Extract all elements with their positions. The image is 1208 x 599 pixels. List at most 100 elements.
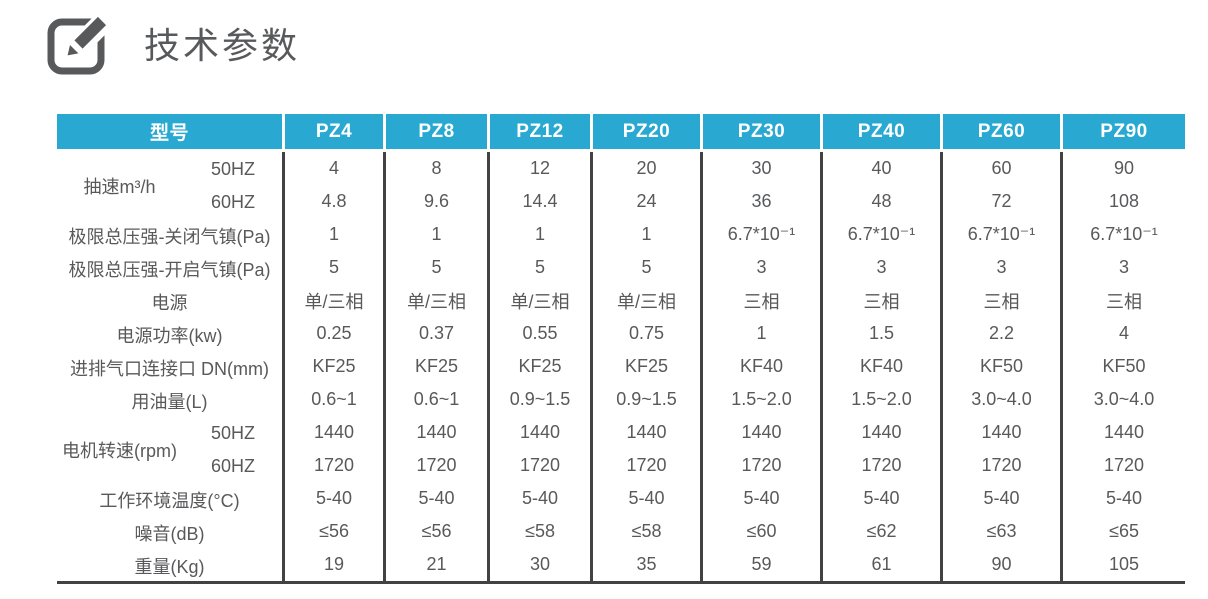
table-row: 噪音(dB) ≤56 ≤56 ≤58 ≤58 ≤60 ≤62 ≤63 ≤65 (57, 515, 1186, 548)
value-cell: 三相 (820, 284, 941, 317)
value-cell: 4.8 (282, 185, 384, 218)
value-cell: 三相 (940, 284, 1061, 317)
value-cell: ≤56 (383, 515, 488, 548)
value-cell: 6.7*10⁻¹ (1060, 218, 1186, 251)
value-cell: 1440 (487, 416, 591, 449)
row-label: 极限总压强-开启气镇(Pa) (57, 251, 283, 284)
spec-table: 型号 PZ4 PZ8 PZ12 PZ20 PZ30 PZ40 PZ60 PZ90 抽速m³/h 5… (57, 114, 1186, 584)
value-cell: 0.25 (282, 317, 384, 350)
value-cell: 12 (487, 152, 591, 185)
value-cell: 3 (940, 251, 1061, 284)
value-cell: 108 (1060, 185, 1186, 218)
value-cell: 三相 (1060, 284, 1186, 317)
value-cell: 1440 (820, 416, 941, 449)
row-label: 噪音(dB) (57, 515, 283, 548)
model-header: PZ40 (820, 114, 941, 152)
value-cell: 3.0~4.0 (1060, 383, 1186, 416)
freq-sublabel: 60HZ (182, 185, 283, 218)
value-cell: 3 (820, 251, 941, 284)
value-cell: 90 (940, 548, 1061, 581)
value-cell: 5-40 (700, 482, 821, 515)
value-cell: 5-40 (820, 482, 941, 515)
value-cell: 1440 (383, 416, 488, 449)
value-cell: KF50 (1060, 350, 1186, 383)
value-cell: 1720 (383, 449, 488, 482)
value-cell: KF25 (282, 350, 384, 383)
value-cell: 8 (383, 152, 488, 185)
value-cell: 6.7*10⁻¹ (700, 218, 821, 251)
row-label: 电机转速(rpm) (57, 416, 182, 482)
spec-table-body: 抽速m³/h 50HZ 4 8 12 20 30 40 60 90 60HZ 4.8 9.6 14.4 24… (57, 152, 1186, 581)
value-cell: 105 (1060, 548, 1186, 581)
value-cell: 30 (700, 152, 821, 185)
value-cell: 1 (383, 218, 488, 251)
table-row: 极限总压强-关闭气镇(Pa) 1 1 1 1 6.7*10⁻¹ 6.7*10⁻¹ 6.7*10… (57, 218, 1186, 251)
value-cell: 5 (282, 251, 384, 284)
value-cell: 21 (383, 548, 488, 581)
value-cell: 1720 (700, 449, 821, 482)
value-cell: KF25 (590, 350, 701, 383)
value-cell: 1440 (1060, 416, 1186, 449)
value-cell: 0.9~1.5 (590, 383, 701, 416)
table-header-row: 型号 PZ4 PZ8 PZ12 PZ20 PZ30 PZ40 PZ60 PZ90 (57, 114, 1186, 152)
value-cell: 1 (487, 218, 591, 251)
table-row: 电源功率(kw) 0.25 0.37 0.55 0.75 1 1.5 2.2 4 (57, 317, 1186, 350)
value-cell: 5 (590, 251, 701, 284)
value-cell: 1440 (282, 416, 384, 449)
table-row: 60HZ 4.8 9.6 14.4 24 36 48 72 108 (57, 185, 1186, 218)
freq-sublabel: 50HZ (182, 152, 283, 185)
value-cell: ≤56 (282, 515, 384, 548)
value-cell: 1440 (700, 416, 821, 449)
model-header: PZ12 (487, 114, 591, 152)
table-row: 用油量(L) 0.6~1 0.6~1 0.9~1.5 0.9~1.5 1.5~2.0 1.5… (57, 383, 1186, 416)
value-cell: 6.7*10⁻¹ (940, 218, 1061, 251)
value-cell: 5-40 (282, 482, 384, 515)
value-cell: 1440 (590, 416, 701, 449)
model-header: PZ20 (590, 114, 701, 152)
value-cell: 9.6 (383, 185, 488, 218)
value-cell: 60 (940, 152, 1061, 185)
value-cell: ≤62 (820, 515, 941, 548)
value-cell: KF25 (487, 350, 591, 383)
value-cell: 59 (700, 548, 821, 581)
value-cell: 5-40 (940, 482, 1061, 515)
value-cell: 1720 (940, 449, 1061, 482)
value-cell: 5 (383, 251, 488, 284)
value-cell: 2.2 (940, 317, 1061, 350)
value-cell: 0.6~1 (282, 383, 384, 416)
value-cell: 1720 (820, 449, 941, 482)
row-label: 抽速m³/h (57, 152, 182, 218)
row-label: 电源功率(kw) (57, 317, 283, 350)
value-cell: KF50 (940, 350, 1061, 383)
value-cell: 0.55 (487, 317, 591, 350)
value-cell: KF40 (700, 350, 821, 383)
row-label: 工作环境温度(°C) (57, 482, 283, 515)
value-cell: ≤65 (1060, 515, 1186, 548)
value-cell: 19 (282, 548, 384, 581)
value-cell: 3 (1060, 251, 1186, 284)
table-row: 电源 单/三相 单/三相 单/三相 单/三相 三相 三相 三相 三相 (57, 284, 1186, 317)
table-row: 极限总压强-开启气镇(Pa) 5 5 5 5 3 3 3 3 (57, 251, 1186, 284)
model-header: PZ90 (1060, 114, 1186, 152)
value-cell: 1440 (940, 416, 1061, 449)
value-cell: 1 (700, 317, 821, 350)
value-cell: 1 (590, 218, 701, 251)
value-cell: 单/三相 (590, 284, 701, 317)
model-header: PZ60 (940, 114, 1061, 152)
value-cell: 0.75 (590, 317, 701, 350)
value-cell: 40 (820, 152, 941, 185)
value-cell: 90 (1060, 152, 1186, 185)
value-cell: 5-40 (1060, 482, 1186, 515)
table-row: 60HZ 1720 1720 1720 1720 1720 1720 1720 1720 (57, 449, 1186, 482)
value-cell: KF25 (383, 350, 488, 383)
value-cell: 单/三相 (282, 284, 384, 317)
row-label: 重量(Kg) (57, 548, 283, 581)
value-cell: 4 (282, 152, 384, 185)
value-cell: ≤63 (940, 515, 1061, 548)
value-cell: 5 (487, 251, 591, 284)
value-cell: 1.5~2.0 (700, 383, 821, 416)
table-row: 工作环境温度(°C) 5-40 5-40 5-40 5-40 5-40 5-40 5-40 5-… (57, 482, 1186, 515)
value-cell: ≤58 (590, 515, 701, 548)
row-label: 极限总压强-关闭气镇(Pa) (57, 218, 283, 251)
value-cell: 36 (700, 185, 821, 218)
